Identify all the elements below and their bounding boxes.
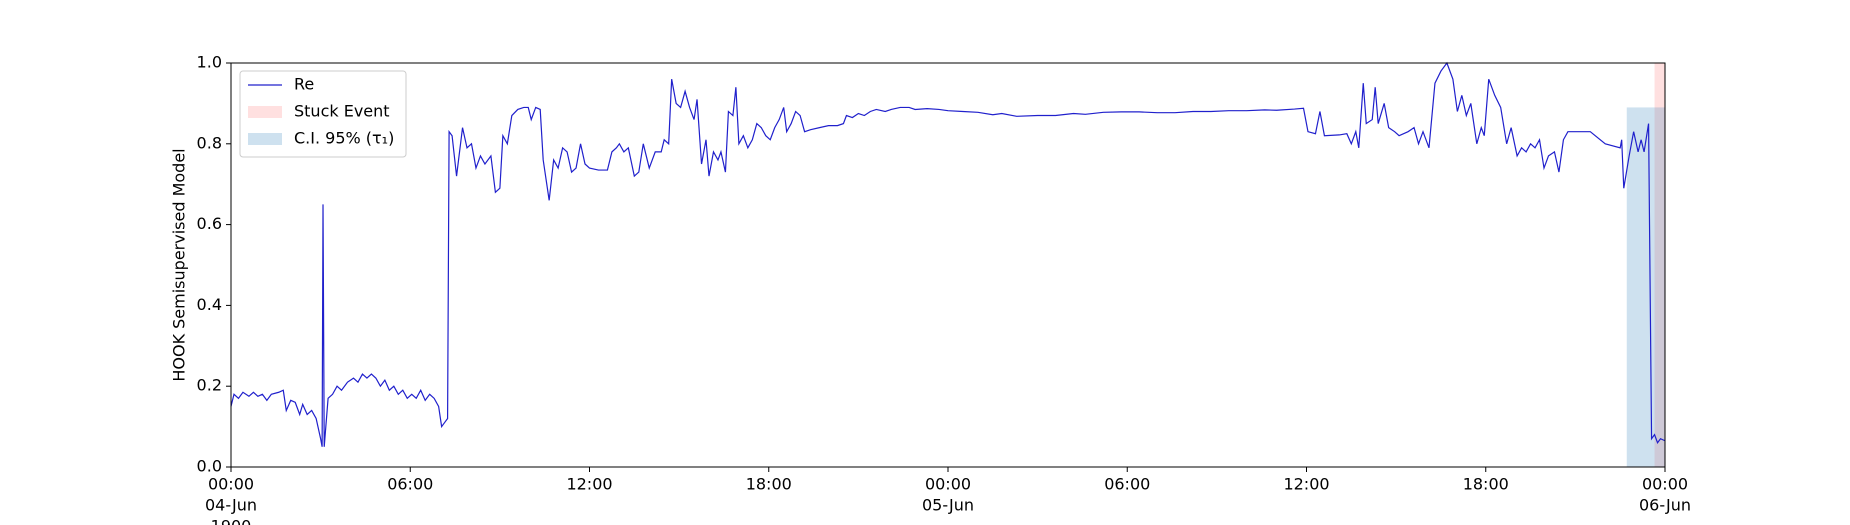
x-tick-label: 18:00 — [746, 475, 792, 494]
x-tick-label: 00:00 — [1642, 475, 1688, 494]
x-tick-date: 05-Jun — [922, 496, 974, 515]
y-tick-label: 1.0 — [197, 53, 222, 72]
plot-frame — [230, 62, 1666, 468]
x-tick-label: 12:00 — [1283, 475, 1329, 494]
y-tick-label: 0.2 — [197, 376, 222, 395]
x-tick-year: 1900 — [211, 517, 252, 525]
y-tick-label: 0.8 — [197, 133, 222, 152]
legend-label: Re — [294, 75, 314, 94]
x-tick-label: 06:00 — [387, 475, 433, 494]
y-axis-label: HOOK Semisupervised Model — [170, 148, 189, 381]
x-tick-label: 18:00 — [1463, 475, 1509, 494]
legend-box — [239, 70, 407, 158]
y-tick-label: 0.0 — [197, 457, 222, 476]
x-tick-label: 00:00 — [925, 475, 971, 494]
x-tick-date: 06-Jun — [1639, 496, 1691, 515]
x-tick-label: 00:00 — [208, 475, 254, 494]
x-tick-label: 06:00 — [1104, 475, 1150, 494]
legend-patch — [248, 133, 282, 145]
x-tick-label: 12:00 — [566, 475, 612, 494]
y-tick-label: 0.6 — [197, 214, 222, 233]
span-region — [1626, 107, 1665, 467]
span-region — [1654, 63, 1665, 467]
legend-label: Stuck Event — [294, 102, 390, 121]
series-line — [230, 61, 1666, 447]
x-tick-date: 04-Jun — [205, 496, 257, 515]
legend-patch — [248, 106, 282, 118]
y-tick-label: 0.4 — [197, 295, 222, 314]
legend-label: C.I. 95% (τ₁) — [294, 129, 394, 148]
